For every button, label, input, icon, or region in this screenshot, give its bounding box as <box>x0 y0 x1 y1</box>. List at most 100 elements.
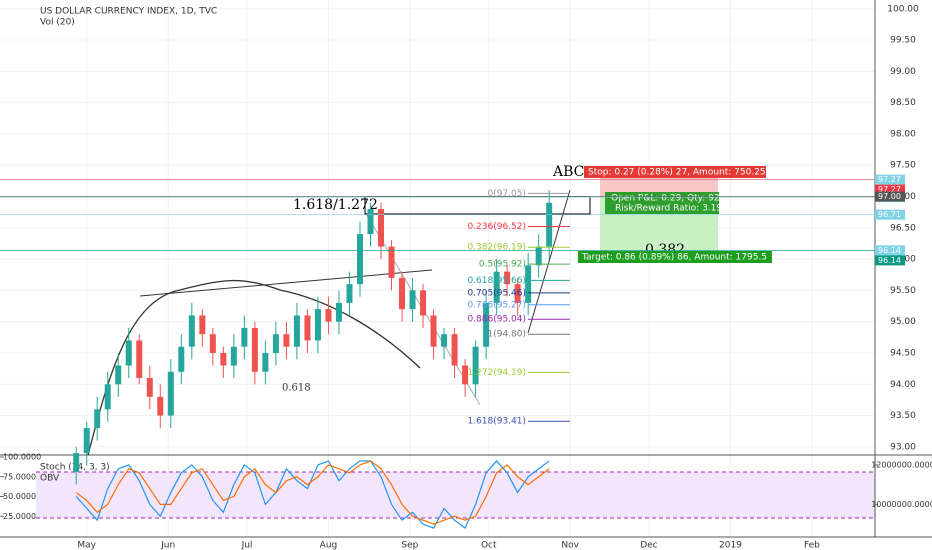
candle-body <box>335 302 342 322</box>
price-tag <box>875 174 905 185</box>
candle-body <box>514 284 521 303</box>
candle-body <box>262 352 269 372</box>
candle-body <box>115 365 122 385</box>
price-tag-label: 96.14 <box>878 256 901 265</box>
x-tick-label: Jun <box>160 541 175 550</box>
oscillator-line <box>75 460 550 530</box>
y-tick-label: 75.0000 <box>3 472 36 481</box>
fib-label: 0.236(96.52) <box>467 222 526 232</box>
candle-body <box>483 302 490 347</box>
candle-body <box>420 290 427 316</box>
fib-label: 0.705(95.46) <box>467 288 526 298</box>
candle-body <box>136 340 143 379</box>
price-tag <box>875 191 905 202</box>
candle-body <box>251 327 258 372</box>
target-label: Target: 0.86 (0.89%) 86, Amount: 1795.5 <box>581 253 767 263</box>
y-tick-label: 94.50 <box>890 348 916 358</box>
price-tag <box>875 184 905 195</box>
target-label-bg <box>578 251 772 263</box>
candle-body <box>283 334 290 347</box>
candle-body <box>535 246 542 266</box>
candle-body <box>314 309 321 341</box>
candle-body <box>441 334 448 347</box>
x-tick-label: May <box>77 541 96 550</box>
candle-body <box>94 409 101 429</box>
chart-title: US DOLLAR CURRENCY INDEX, 1D, TVC <box>40 7 217 17</box>
y2-tick-label: 12000000.0000 <box>871 460 932 469</box>
annotation: 0.618 <box>282 383 311 394</box>
price-tag-label: 97.27 <box>878 175 901 184</box>
candle-body <box>430 315 437 347</box>
candle-body <box>525 265 532 303</box>
price-tag-label: 97.27 <box>878 185 901 194</box>
fib-label: 0.382(96.19) <box>467 243 526 253</box>
y-tick-label: 93.00 <box>890 442 916 452</box>
y-tick-label: 99.50 <box>890 36 916 46</box>
fib-label: 0.786(95.27) <box>467 300 526 310</box>
candle-body <box>241 327 248 347</box>
price-tag-label: 97.00 <box>878 192 901 201</box>
candle-body <box>104 384 111 410</box>
pnl-label-bg <box>605 192 719 214</box>
price-tag <box>875 245 905 256</box>
stop-label-bg <box>584 166 766 178</box>
y-tick-label: 95.00 <box>890 317 916 327</box>
candle-body <box>472 346 479 385</box>
y-tick-label: 100.00 <box>887 4 919 14</box>
y-tick-label: 99.00 <box>890 67 916 77</box>
candle-body <box>409 290 416 310</box>
candle-body <box>504 271 511 285</box>
y-tick-label: 95.50 <box>890 286 916 296</box>
fib-label: 1(94.80) <box>487 330 526 340</box>
candle-body <box>462 365 469 385</box>
fib-label: 0(97.05) <box>487 189 526 199</box>
x-tick-label: Dec <box>640 541 657 550</box>
annotation: 1.618/1.272 <box>293 197 378 213</box>
candle-body <box>83 428 90 454</box>
price-tag-label: 96.14 <box>878 246 901 255</box>
y-tick-label: 97.50 <box>890 161 916 171</box>
candle-body <box>157 396 164 416</box>
oscillator-line <box>75 460 550 525</box>
fib-label: 0.618(95.66) <box>467 276 526 286</box>
x-tick-label: Nov <box>561 541 579 550</box>
trend-drawing <box>139 269 433 297</box>
candle-body <box>346 284 353 303</box>
candle-body <box>146 378 153 397</box>
candle-body <box>493 271 500 303</box>
y-tick-label: 94.00 <box>890 380 916 390</box>
oscillator-title: OBV <box>40 474 60 484</box>
candle-body <box>272 334 279 353</box>
stop-label: Stop: 0.27 (0.28%) 27, Amount: 750.25 <box>588 168 766 178</box>
x-tick-label: 2019 <box>719 541 742 550</box>
y-tick-label: 93.50 <box>890 411 916 421</box>
x-tick-label: Oct <box>481 541 497 550</box>
fib-label: 0.5(95.92) <box>479 260 526 270</box>
candle-body <box>220 352 227 366</box>
candle-body <box>388 246 395 278</box>
candle-body <box>178 346 185 372</box>
annotation: ABC <box>552 164 584 180</box>
price-tag <box>875 255 905 266</box>
candle-body <box>451 334 458 366</box>
candle-body <box>304 315 311 341</box>
ratio-label: Risk/Reward Ratio: 3.19 <box>615 204 722 214</box>
price-tag <box>875 209 905 220</box>
y-tick-label: 98.50 <box>890 98 916 108</box>
y-tick-label: 25.0000 <box>3 512 36 521</box>
y-tick-label: 100.0000 <box>3 453 41 462</box>
subtitle: Vol (20) <box>40 18 75 28</box>
y-tick-label: 98.00 <box>890 129 916 139</box>
x-tick-label: Sep <box>401 541 418 550</box>
candle-body <box>293 315 300 347</box>
candle-body <box>367 209 374 235</box>
candle-body <box>378 209 385 247</box>
y2-tick-label: 10000000.0000 <box>871 500 932 509</box>
candle-body <box>188 315 195 347</box>
candle-body <box>209 334 216 353</box>
x-tick-label: Aug <box>320 541 338 550</box>
x-tick-label: Jul <box>241 541 253 550</box>
y-tick-label: 96.50 <box>890 223 916 233</box>
